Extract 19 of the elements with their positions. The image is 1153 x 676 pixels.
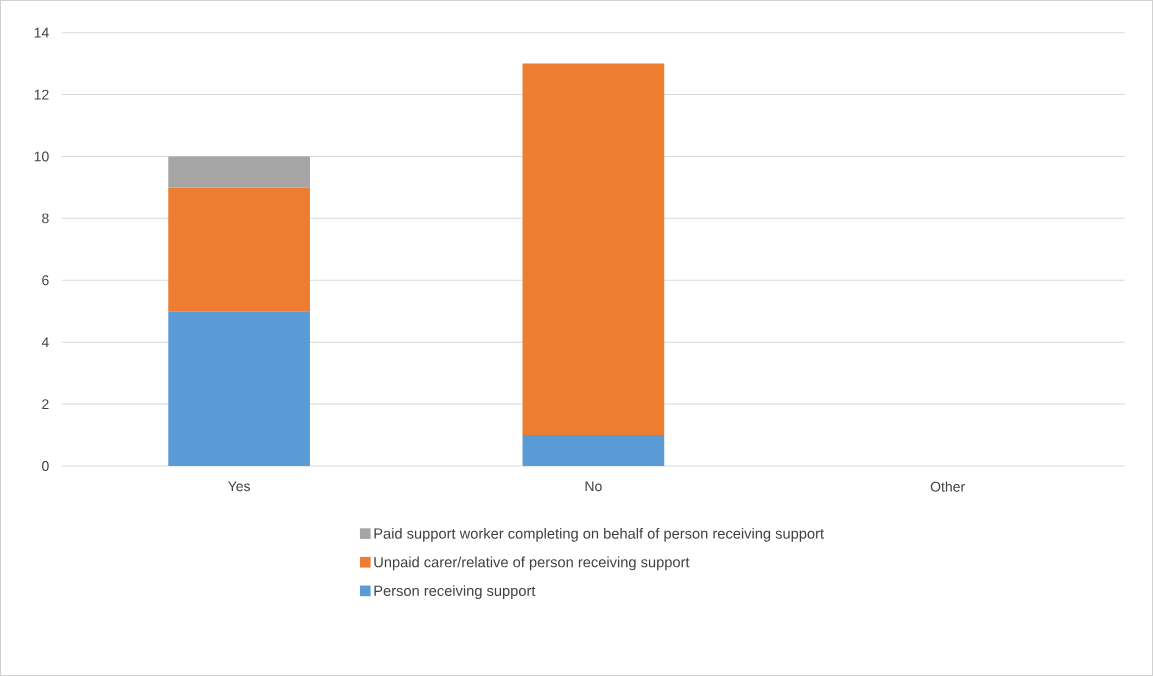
legend-label: Person receiving support (374, 585, 536, 599)
legend-label: Unpaid carer/relative of person receiving support (374, 556, 690, 571)
bar (522, 63, 665, 436)
y-tick-label: 0 (42, 461, 49, 471)
y-tick-label: 6 (42, 275, 49, 286)
y-tick-label: 14 (34, 27, 49, 38)
y-tick-label: 10 (34, 151, 49, 162)
y-tick-label: 2 (42, 399, 49, 409)
x-tick-label: Yes (228, 481, 251, 492)
bar (168, 156, 310, 188)
legend-label: Paid support worker completing on behalf of person receiving support (374, 527, 824, 542)
bar (522, 435, 665, 467)
y-tick-label: 12 (34, 89, 49, 100)
bar (168, 311, 310, 467)
y-tick-label: 8 (42, 213, 49, 224)
x-tick-label: Other (930, 481, 965, 492)
y-tick-label: 4 (41, 337, 49, 348)
x-tick-label: No (585, 481, 602, 492)
bar (168, 187, 310, 312)
